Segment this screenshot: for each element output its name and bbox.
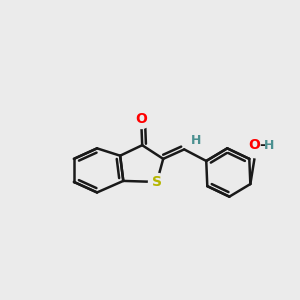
Text: H: H [190,134,201,148]
Text: S: S [152,175,162,189]
Text: H: H [264,139,274,152]
Text: -: - [260,138,266,152]
Text: O: O [249,138,260,152]
Text: O: O [135,112,147,126]
